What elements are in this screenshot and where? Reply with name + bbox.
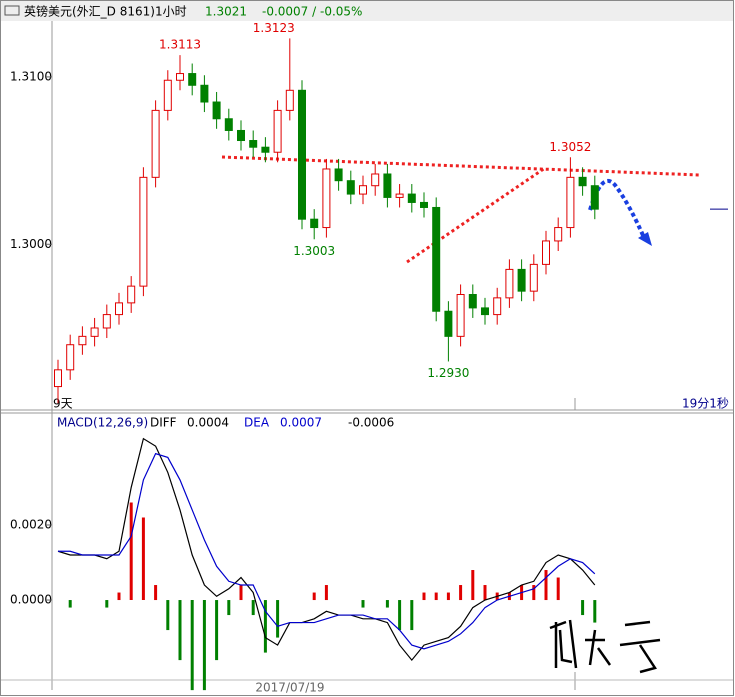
legend-label: DIFF	[150, 416, 177, 430]
candle-body	[261, 146, 270, 153]
candle-body	[188, 73, 197, 86]
macd-line	[58, 452, 596, 650]
macd-title: MACD(12,26,9)	[57, 416, 148, 430]
candle-body	[298, 89, 306, 220]
legend-label: DEA	[244, 416, 270, 430]
candle-body	[200, 84, 209, 103]
candle-body	[102, 314, 111, 329]
candle-body	[237, 129, 245, 142]
annotation: 1.3052	[549, 140, 591, 154]
candle-body	[115, 302, 123, 316]
header-bar	[1, 1, 733, 21]
candle-body	[212, 101, 221, 120]
candle-body	[249, 140, 258, 148]
projection	[588, 178, 647, 241]
candle-body	[493, 297, 502, 316]
candle-body	[127, 285, 136, 304]
macd-line	[57, 437, 596, 662]
candle-body	[176, 73, 184, 81]
candle-body	[90, 327, 99, 337]
candle-body	[432, 206, 441, 312]
annotation: 1.3123	[253, 21, 295, 35]
header-icon	[4, 5, 20, 16]
y-tick-label: 0.0020	[10, 517, 52, 531]
candle-body	[285, 89, 294, 111]
candle-body	[566, 176, 575, 229]
candle-body	[444, 310, 453, 337]
annotation: 1.3003	[293, 244, 335, 258]
candle-body	[590, 185, 599, 210]
y-tick-label: 1.3100	[10, 69, 52, 83]
candle-body	[346, 180, 355, 195]
candle-body	[139, 176, 148, 287]
last-price: 1.3021	[205, 5, 247, 19]
price-change: -0.0007 / -0.05%	[262, 5, 362, 19]
candle-body	[578, 176, 587, 187]
candle-body	[383, 173, 392, 198]
candle-body	[334, 168, 343, 182]
legend-value: -0.0006	[348, 416, 394, 430]
candle-body	[78, 335, 87, 346]
candle-body	[371, 173, 380, 187]
candle-body	[66, 344, 75, 371]
candle-body	[529, 263, 538, 292]
trend-line	[406, 166, 546, 264]
candle-body	[322, 168, 331, 229]
candle-body	[505, 268, 514, 299]
left-label: 9天	[53, 397, 73, 411]
candle-body	[359, 185, 367, 195]
candle-body	[456, 294, 465, 337]
right-label: 19分1秒	[682, 397, 729, 411]
annotation: 1.3113	[159, 38, 201, 52]
candle-body	[54, 369, 62, 388]
annotation: 1.2930	[427, 366, 469, 380]
candle-body	[481, 307, 489, 316]
candle-body	[310, 218, 319, 229]
signature	[549, 619, 661, 674]
candle-body	[407, 193, 416, 203]
projection-arrow	[638, 232, 652, 246]
candle-body	[554, 227, 563, 242]
candle-body	[468, 294, 477, 309]
candle-body	[517, 268, 526, 292]
candle-body	[395, 193, 404, 198]
candle-body	[273, 109, 282, 153]
legend-value: 0.0007	[280, 416, 322, 430]
candle-body	[420, 201, 428, 208]
candle-body	[542, 240, 550, 265]
y-tick-label: 0.0000	[10, 593, 52, 607]
candle-body	[224, 118, 233, 131]
candle-body	[151, 109, 160, 178]
candle-body	[163, 79, 172, 111]
chart-title: 英镑美元(外汇_D 8161)1小时	[24, 4, 187, 19]
date-label: 2017/07/19	[255, 681, 324, 695]
legend-value: 0.0004	[187, 416, 229, 430]
y-tick-label: 1.3000	[10, 237, 52, 251]
